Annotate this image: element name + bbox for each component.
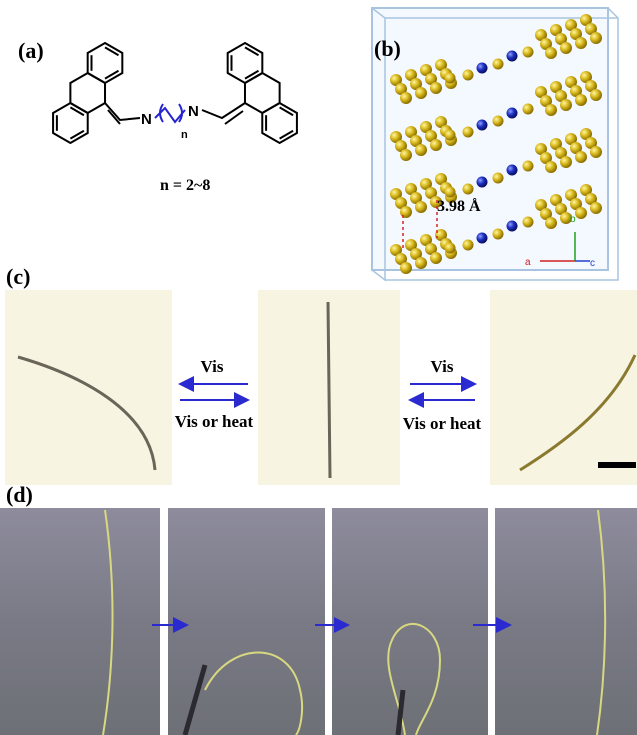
- photo: [332, 508, 488, 735]
- atom: [560, 42, 572, 54]
- atom: [430, 252, 442, 264]
- atom: [400, 262, 412, 274]
- atom: [590, 32, 602, 44]
- atom-label: N: [141, 111, 152, 128]
- atom: [400, 149, 412, 161]
- atom: [477, 120, 488, 131]
- atom: [545, 47, 557, 59]
- atom: [415, 257, 427, 269]
- atom-label: N: [188, 103, 199, 120]
- axis-label: c: [590, 258, 595, 269]
- arrow-label: Vis or heat: [403, 414, 482, 433]
- arrow-label: Vis: [431, 357, 454, 376]
- atom: [493, 229, 504, 240]
- atom: [523, 104, 534, 115]
- photo: [5, 290, 172, 485]
- atom: [477, 177, 488, 188]
- atom: [507, 108, 518, 119]
- atom: [575, 207, 587, 219]
- atom: [445, 130, 456, 141]
- atom: [507, 221, 518, 232]
- atom: [523, 161, 534, 172]
- atom: [575, 37, 587, 49]
- atom: [463, 127, 474, 138]
- bracket: [179, 104, 182, 122]
- bond: [202, 103, 245, 118]
- subscript: n: [181, 129, 188, 141]
- atom: [400, 206, 412, 218]
- atom: [560, 156, 572, 168]
- photo: [0, 508, 160, 735]
- atom: [430, 139, 442, 151]
- atom: [523, 217, 534, 228]
- bond: [225, 111, 243, 124]
- bracket: [160, 104, 163, 122]
- arrow-label: Vis or heat: [175, 412, 254, 431]
- atom: [493, 59, 504, 70]
- atom: [545, 104, 557, 116]
- atom: [545, 161, 557, 173]
- atom: [545, 217, 557, 229]
- panel-label: (a): [18, 38, 44, 63]
- atom: [507, 51, 518, 62]
- arrow-label: Vis: [201, 357, 224, 376]
- atom: [575, 94, 587, 106]
- atom: [477, 233, 488, 244]
- scale-bar: [598, 462, 636, 468]
- ring: [53, 103, 88, 143]
- atom: [463, 70, 474, 81]
- ring: [262, 103, 297, 143]
- atom: [507, 165, 518, 176]
- atom: [590, 202, 602, 214]
- photo: [495, 508, 637, 735]
- axis-label: b: [570, 214, 576, 225]
- atom: [430, 82, 442, 94]
- atom: [445, 73, 456, 84]
- figure: (a) N N n n = 2~8 (b) 3.98 Å a b c (c) V…: [0, 0, 637, 735]
- atom: [463, 240, 474, 251]
- atom: [477, 63, 488, 74]
- atom: [415, 144, 427, 156]
- atom: [493, 116, 504, 127]
- atom: [590, 89, 602, 101]
- atom: [590, 146, 602, 158]
- axis-label: a: [525, 257, 531, 268]
- panel-label: (c): [6, 264, 30, 289]
- atom: [575, 151, 587, 163]
- atom: [463, 184, 474, 195]
- atom: [415, 87, 427, 99]
- atom: [523, 47, 534, 58]
- formula-note: n = 2~8: [160, 177, 210, 194]
- atom: [415, 201, 427, 213]
- distance-label: 3.98 Å: [437, 197, 481, 215]
- fiber: [328, 302, 330, 478]
- atom: [445, 243, 456, 254]
- panel-label: (b): [374, 36, 401, 61]
- atom: [493, 173, 504, 184]
- panel-label: (d): [6, 482, 33, 507]
- atom: [400, 92, 412, 104]
- atom: [445, 187, 456, 198]
- figure-body: [0, 8, 637, 735]
- atom: [560, 99, 572, 111]
